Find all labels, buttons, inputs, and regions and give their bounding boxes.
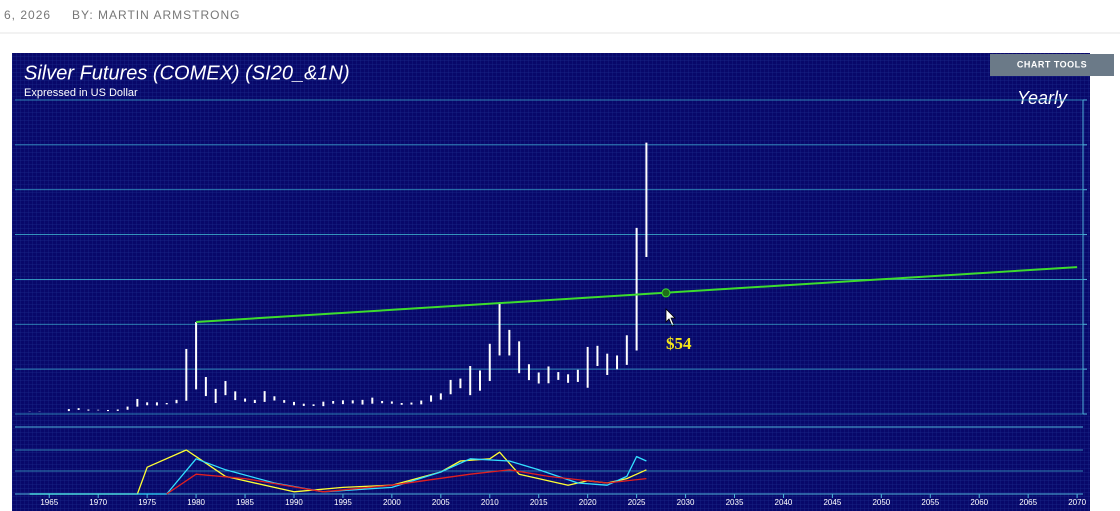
y-tick-label: 140 [1093, 94, 1111, 106]
indicator-line [29, 449, 647, 495]
x-tick-label: 2010 [481, 498, 499, 507]
x-tick-label: 2040 [775, 498, 793, 507]
y-tick-label: 0 [1093, 408, 1099, 420]
x-tick-label: 1995 [334, 498, 352, 507]
y-tick-label: 20 [1093, 363, 1105, 375]
chart-tools-button[interactable] [990, 54, 1114, 76]
x-tick-label: 1990 [285, 498, 303, 507]
x-tick-label: 2045 [823, 498, 841, 507]
x-tick-label: 2070 [1068, 498, 1086, 507]
y-tick-label: 60 [1093, 273, 1105, 285]
period-label: Yearly [1017, 88, 1068, 108]
byline: BY: MARTIN ARMSTRONG [72, 8, 240, 22]
chart-tools-label[interactable]: CHART TOOLS [1017, 59, 1087, 69]
y-tick-label: 80 [1093, 228, 1105, 240]
x-tick-label: 2050 [872, 498, 890, 507]
cursor [665, 308, 676, 327]
x-tick-label: 2055 [921, 498, 939, 507]
x-tick-label: 2065 [1019, 498, 1037, 507]
date: 6, 2026 [4, 8, 51, 22]
indicator-line [29, 455, 647, 495]
trendline [196, 266, 1078, 324]
y-tick-label: 40 [1093, 318, 1105, 330]
x-tick-label: 1970 [89, 498, 107, 507]
x-tick-label: 2005 [432, 498, 450, 507]
indicator-line [166, 469, 647, 495]
x-tick-label: 1965 [40, 498, 58, 507]
x-tick-label: 2060 [970, 498, 988, 507]
y-tick-label: 100 [1093, 184, 1111, 196]
chart-background [12, 53, 1090, 511]
chart-title: Silver Futures (COMEX) (SI20_&1N) [24, 62, 350, 84]
x-tick-label: 2030 [677, 498, 695, 507]
x-tick-label: 1985 [236, 498, 254, 507]
annotation-label: $54 [666, 334, 692, 353]
chart-subtitle: Expressed in US Dollar [24, 87, 138, 99]
x-tick-label: 2020 [579, 498, 597, 507]
y-tick-label: 120 [1093, 139, 1111, 151]
annotation-point [661, 288, 671, 298]
x-tick-label: 2000 [383, 498, 401, 507]
x-tick-label: 1975 [138, 498, 156, 507]
x-tick-label: 1980 [187, 498, 205, 507]
x-tick-label: 2025 [628, 498, 646, 507]
x-tick-label: 2015 [530, 498, 548, 507]
x-tick-label: 2035 [726, 498, 744, 507]
